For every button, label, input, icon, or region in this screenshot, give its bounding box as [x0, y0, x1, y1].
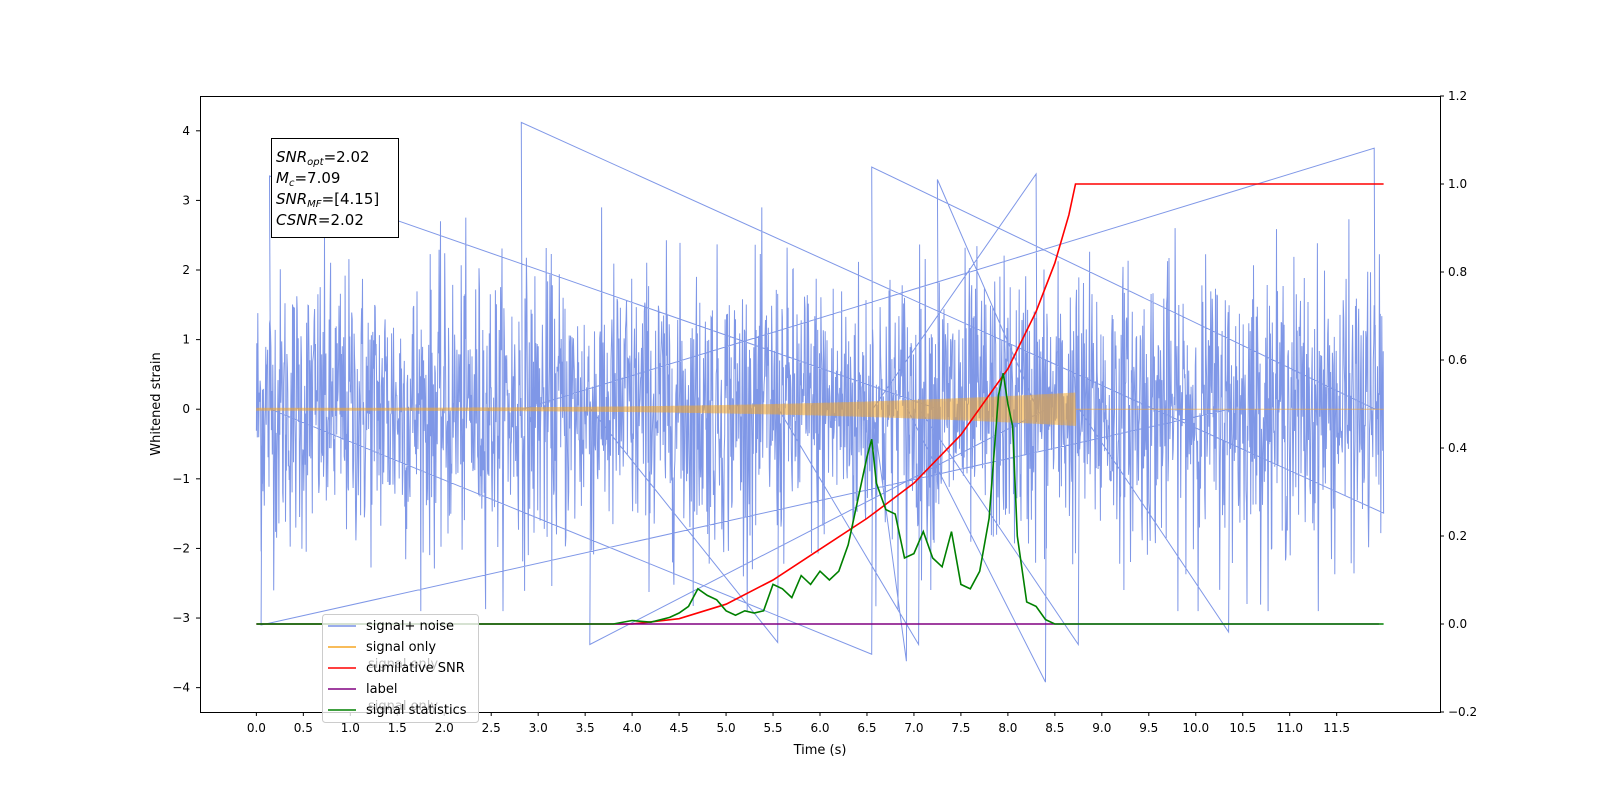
y-left-tick-label: 2 — [182, 263, 190, 277]
y-right-tick-label: −0.2 — [1448, 705, 1477, 719]
x-tick-label: 5.0 — [717, 721, 736, 735]
series-signal-statistics — [256, 373, 1384, 625]
legend-entry-label: signal+ noise — [366, 619, 454, 634]
x-axis: 0.0 0.5 1.0 1.5 2.0 2.5 3.0 3.5 4.0 4.5 5.0 5.5 6.0 6… — [247, 712, 1350, 735]
legend-entry-label: cumilative SNR — [366, 661, 465, 676]
series-cumilative-snr — [256, 183, 1384, 625]
annotation-line: Mc=7.09 — [276, 169, 340, 189]
y-axis-label: Whitened strain — [149, 352, 164, 455]
legend-entry-label: signal only — [366, 640, 436, 655]
x-tick-label: 7.5 — [951, 721, 970, 735]
x-tick-label: 8.0 — [998, 721, 1017, 735]
plot-area — [255, 121, 1385, 683]
y-right-tick-label: 0.0 — [1448, 617, 1467, 631]
y-left-tick-label: −1 — [172, 472, 190, 486]
y-axis-left: 4 3 2 1 0 −1 −2 −3 −4 — [172, 124, 200, 695]
series-signal-noise — [255, 121, 1385, 683]
x-tick-label: 1.0 — [341, 721, 360, 735]
x-tick-label: 8.5 — [1045, 721, 1064, 735]
x-tick-label: 9.0 — [1092, 721, 1111, 735]
legend-entry-label: signal statistics — [366, 703, 467, 718]
annotation-frame — [271, 138, 399, 238]
x-tick-label: 11.0 — [1276, 721, 1303, 735]
x-tick-label: 7.0 — [904, 721, 923, 735]
x-tick-label: 3.5 — [576, 721, 595, 735]
x-tick-label: 2.0 — [435, 721, 454, 735]
y-right-tick-label: 1.0 — [1448, 177, 1467, 191]
x-tick-label: 10.0 — [1182, 721, 1209, 735]
x-axis-label: Time (s) — [793, 743, 847, 758]
annotation-line: SNRMF=[4.15] — [276, 190, 379, 210]
y-right-tick-label: 0.4 — [1448, 441, 1467, 455]
y-left-tick-label: −4 — [172, 681, 190, 695]
x-tick-label: 11.5 — [1323, 721, 1350, 735]
legend: signal only signal only signal+ noise signa… — [322, 614, 479, 723]
y-left-tick-label: 0 — [182, 402, 190, 416]
x-tick-label: 5.5 — [763, 721, 782, 735]
legend-overlap-text: signal only — [368, 657, 438, 672]
x-tick-label: 9.5 — [1139, 721, 1158, 735]
y-axis-right: 1.2 1.0 0.8 0.6 0.4 0.2 0.0 −0.2 — [1440, 89, 1477, 719]
y-right-tick-label: 0.2 — [1448, 529, 1467, 543]
x-tick-label: 6.0 — [810, 721, 829, 735]
x-tick-label: 2.5 — [482, 721, 501, 735]
x-tick-label: 0.5 — [294, 721, 313, 735]
legend-entry-label: label — [366, 682, 397, 697]
y-right-tick-label: 1.2 — [1448, 89, 1467, 103]
x-tick-label: 4.0 — [623, 721, 642, 735]
x-tick-label: 1.5 — [388, 721, 407, 735]
y-left-tick-label: 4 — [182, 124, 190, 138]
annotation-line: CSNR=2.02 — [276, 211, 364, 229]
y-left-tick-label: 1 — [182, 333, 190, 347]
y-right-tick-label: 0.6 — [1448, 353, 1467, 367]
series-signal-only — [255, 392, 1384, 426]
legend-overlap-text: signal only — [368, 699, 438, 714]
y-left-tick-label: −3 — [172, 611, 190, 625]
y-left-tick-label: 3 — [182, 193, 190, 207]
x-tick-label: 4.5 — [670, 721, 689, 735]
annotation-line: SNRopt=2.02 — [276, 148, 370, 168]
x-tick-label: 0.0 — [247, 721, 266, 735]
x-tick-label: 6.5 — [857, 721, 876, 735]
x-tick-label: 10.5 — [1229, 721, 1256, 735]
legend-frame — [322, 614, 479, 723]
x-tick-label: 3.0 — [529, 721, 548, 735]
y-right-tick-label: 0.8 — [1448, 265, 1467, 279]
y-left-tick-label: −2 — [172, 541, 190, 555]
